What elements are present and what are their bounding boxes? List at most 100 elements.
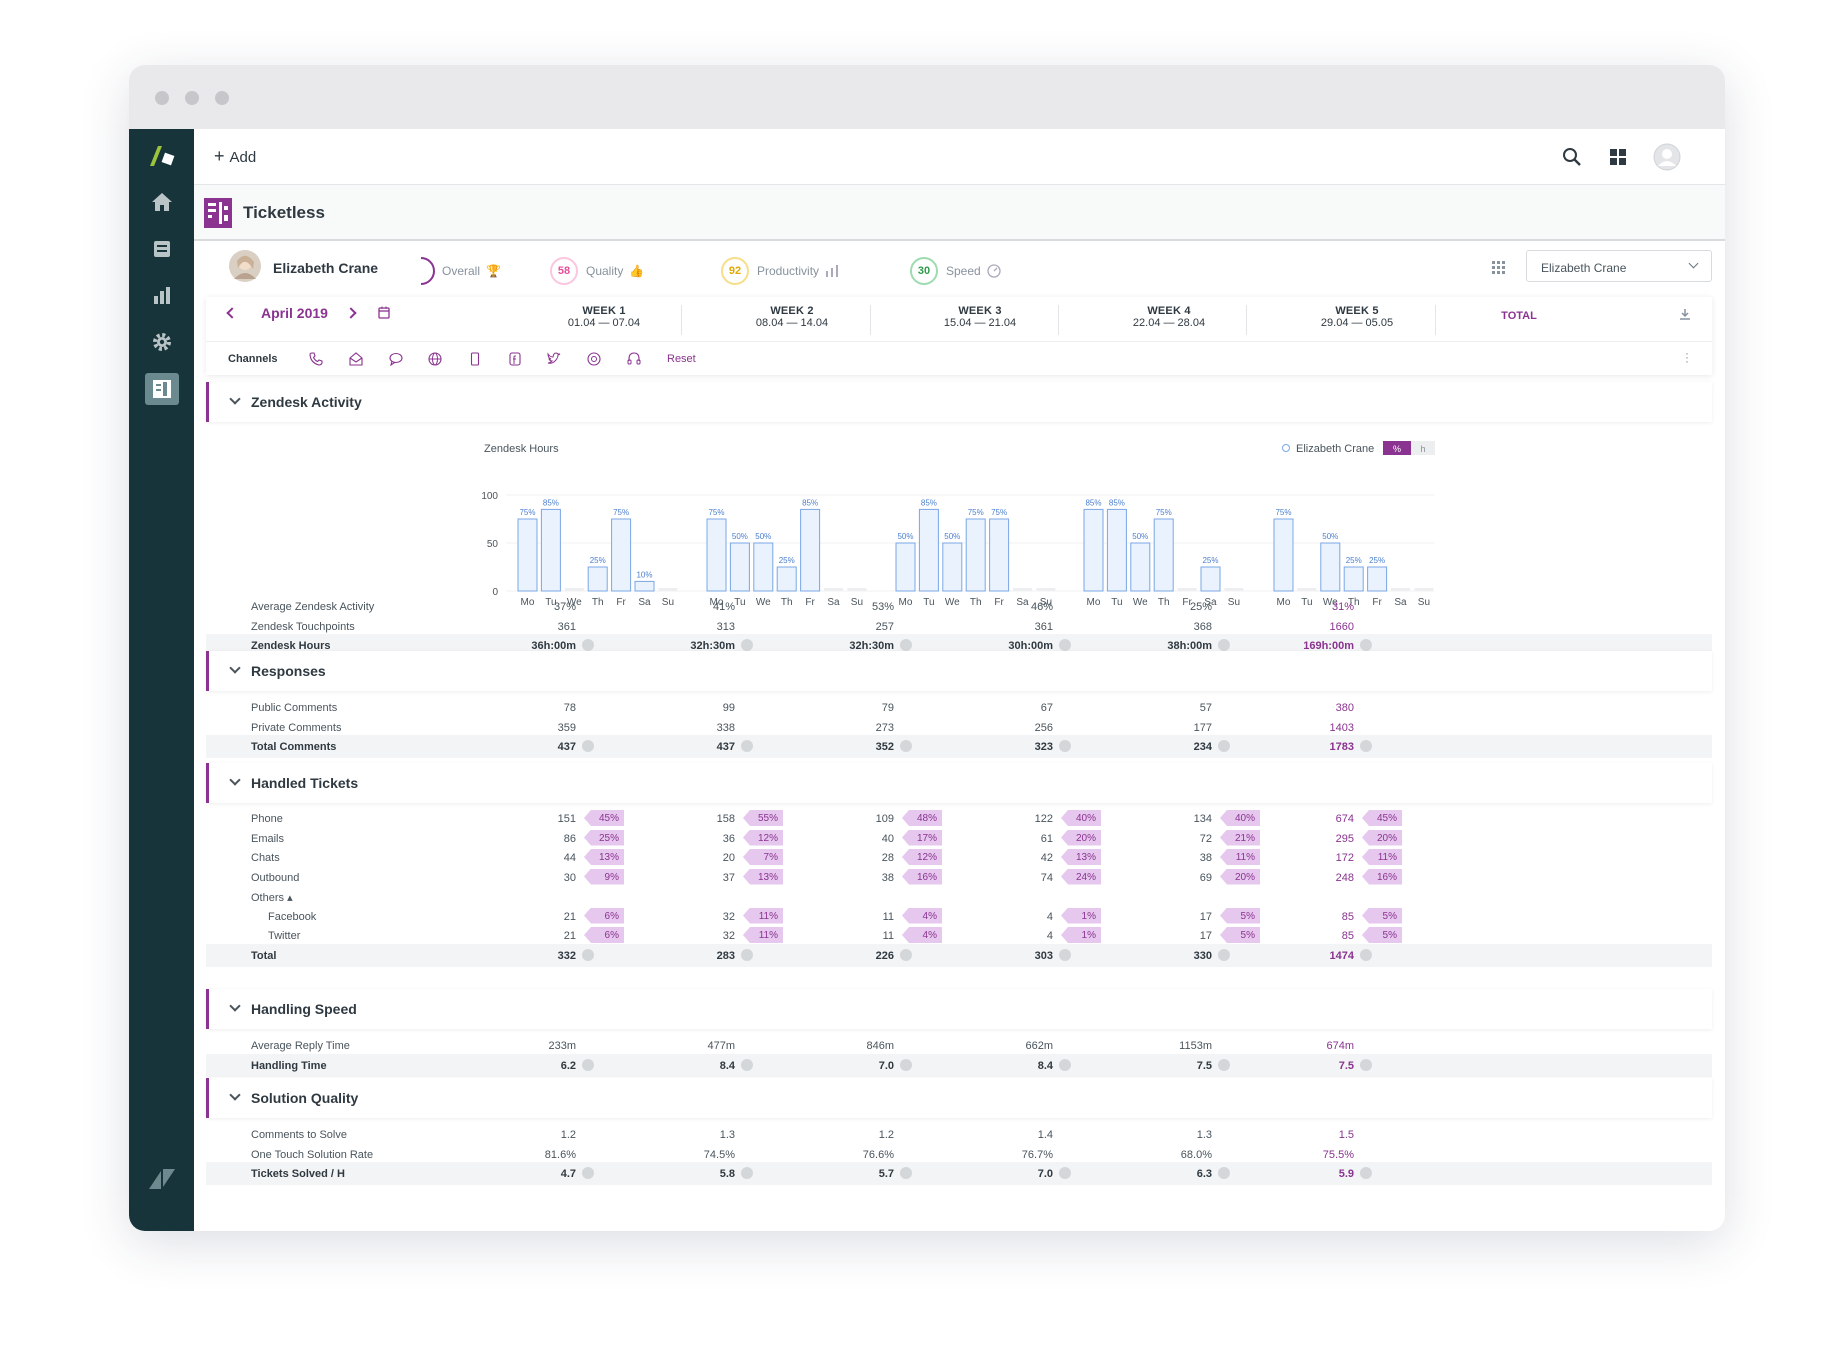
twitter-icon[interactable]	[544, 349, 564, 369]
info-icon[interactable]	[1218, 1058, 1230, 1071]
chart-bar[interactable]	[706, 518, 727, 592]
info-icon[interactable]	[741, 1058, 753, 1071]
chart-bar[interactable]	[634, 580, 655, 592]
section-header-activity[interactable]: Zendesk Activity	[206, 382, 1712, 422]
info-icon[interactable]	[1360, 639, 1372, 651]
info-icon[interactable]	[900, 740, 912, 752]
info-icon[interactable]	[1059, 1058, 1071, 1071]
info-icon[interactable]	[1360, 1167, 1372, 1179]
info-icon[interactable]	[900, 948, 912, 961]
info-icon[interactable]	[1059, 639, 1071, 651]
kpi-overall[interactable]: Overall 🏆	[406, 256, 501, 286]
chart-bar[interactable]	[587, 566, 608, 592]
info-icon[interactable]	[582, 948, 594, 961]
chart-bar[interactable]	[611, 518, 632, 592]
info-icon[interactable]	[582, 1167, 594, 1179]
cell-value: 20	[722, 852, 735, 864]
info-icon[interactable]	[741, 948, 753, 961]
user-avatar-icon[interactable]	[1653, 143, 1681, 171]
info-icon[interactable]	[1360, 740, 1372, 752]
chart-bar[interactable]	[1153, 518, 1174, 592]
info-icon[interactable]	[900, 1058, 912, 1071]
chart-bar[interactable]	[800, 508, 821, 592]
info-icon[interactable]	[1218, 639, 1230, 651]
chart-bar[interactable]	[729, 542, 750, 592]
next-month-icon[interactable]	[345, 307, 357, 319]
calendar-icon[interactable]	[378, 306, 390, 319]
chart-bar[interactable]	[1343, 566, 1364, 592]
email-icon[interactable]	[346, 349, 366, 369]
total-header: TOTAL	[1501, 310, 1537, 322]
chart-bar[interactable]	[989, 518, 1010, 592]
api-icon[interactable]	[584, 349, 604, 369]
info-icon[interactable]	[1218, 1167, 1230, 1179]
section-header-handled[interactable]: Handled Tickets	[206, 763, 1712, 803]
info-icon[interactable]	[900, 639, 912, 651]
toggle-hours[interactable]	[1411, 441, 1435, 455]
chart-bar[interactable]	[1106, 508, 1127, 592]
chart-bar[interactable]	[1320, 542, 1341, 592]
kpi-quality[interactable]: 58 Quality 👍	[550, 256, 644, 286]
settings-gear-icon[interactable]	[145, 327, 179, 357]
info-icon[interactable]	[1360, 948, 1372, 961]
info-icon[interactable]	[1059, 948, 1071, 961]
info-icon[interactable]	[1059, 740, 1071, 752]
chart-bar[interactable]	[1130, 542, 1151, 592]
chart-bar[interactable]	[776, 566, 797, 592]
chart-bar[interactable]	[895, 542, 916, 592]
info-icon[interactable]	[582, 1058, 594, 1071]
agent-select[interactable]: Elizabeth Crane	[1526, 250, 1712, 282]
chart-bar[interactable]	[1083, 508, 1104, 592]
info-icon[interactable]	[1218, 740, 1230, 752]
grid-view-icon[interactable]	[1492, 261, 1506, 275]
phone-icon[interactable]	[306, 349, 326, 369]
section-header-speed[interactable]: Handling Speed	[206, 989, 1712, 1029]
toggle-percent[interactable]	[1383, 441, 1411, 455]
period-channels-card: April 2019 WEEK 1 01.04 — 07.04 WEEK 2 08.…	[206, 297, 1712, 375]
reporting-icon[interactable]	[145, 280, 179, 310]
prev-month-icon[interactable]	[226, 307, 238, 319]
kpi-productivity[interactable]: 92 Productivity	[721, 256, 839, 286]
bar-data-label: 25%	[1369, 556, 1385, 565]
more-options-icon[interactable]: · · ·	[1685, 346, 1689, 368]
chart-bar[interactable]	[517, 518, 538, 592]
chart-bar[interactable]	[540, 508, 561, 592]
headset-icon[interactable]	[624, 349, 644, 369]
info-icon[interactable]	[582, 639, 594, 651]
facebook-icon[interactable]	[505, 349, 525, 369]
zendesk-logo-icon[interactable]	[145, 141, 179, 171]
chart-bar[interactable]	[918, 508, 939, 592]
info-icon[interactable]	[900, 1167, 912, 1179]
download-icon[interactable]	[1679, 308, 1691, 320]
add-button[interactable]: + Add	[214, 146, 256, 167]
cell-value: 234	[1193, 741, 1212, 753]
chart-bar[interactable]	[942, 542, 963, 592]
info-icon[interactable]	[741, 1167, 753, 1179]
kpi-speed[interactable]: 30 Speed	[910, 256, 1001, 286]
apps-grid-icon[interactable]	[1609, 148, 1627, 166]
info-icon[interactable]	[741, 740, 753, 752]
search-icon[interactable]	[1562, 147, 1582, 167]
info-icon[interactable]	[582, 740, 594, 752]
chart-bar[interactable]	[1367, 566, 1388, 592]
info-icon[interactable]	[741, 639, 753, 651]
window-minimize-dot[interactable]	[185, 91, 199, 105]
web-icon[interactable]	[425, 349, 445, 369]
window-close-dot[interactable]	[155, 91, 169, 105]
chart-bar[interactable]	[1273, 518, 1294, 592]
reset-button[interactable]: Reset	[667, 353, 696, 365]
info-icon[interactable]	[1360, 1058, 1372, 1071]
ticketless-app-icon[interactable]	[145, 373, 179, 405]
views-icon[interactable]	[145, 234, 179, 264]
chart-bar[interactable]	[1200, 566, 1221, 592]
info-icon[interactable]	[1218, 948, 1230, 961]
info-icon[interactable]	[1059, 1167, 1071, 1179]
section-header-responses[interactable]: Responses	[206, 651, 1712, 691]
mobile-icon[interactable]	[465, 349, 485, 369]
chart-bar[interactable]	[965, 518, 986, 592]
section-header-quality[interactable]: Solution Quality	[206, 1078, 1712, 1118]
chat-icon[interactable]	[386, 349, 406, 369]
window-maximize-dot[interactable]	[215, 91, 229, 105]
home-icon[interactable]	[145, 187, 179, 217]
chart-bar[interactable]	[753, 542, 774, 592]
